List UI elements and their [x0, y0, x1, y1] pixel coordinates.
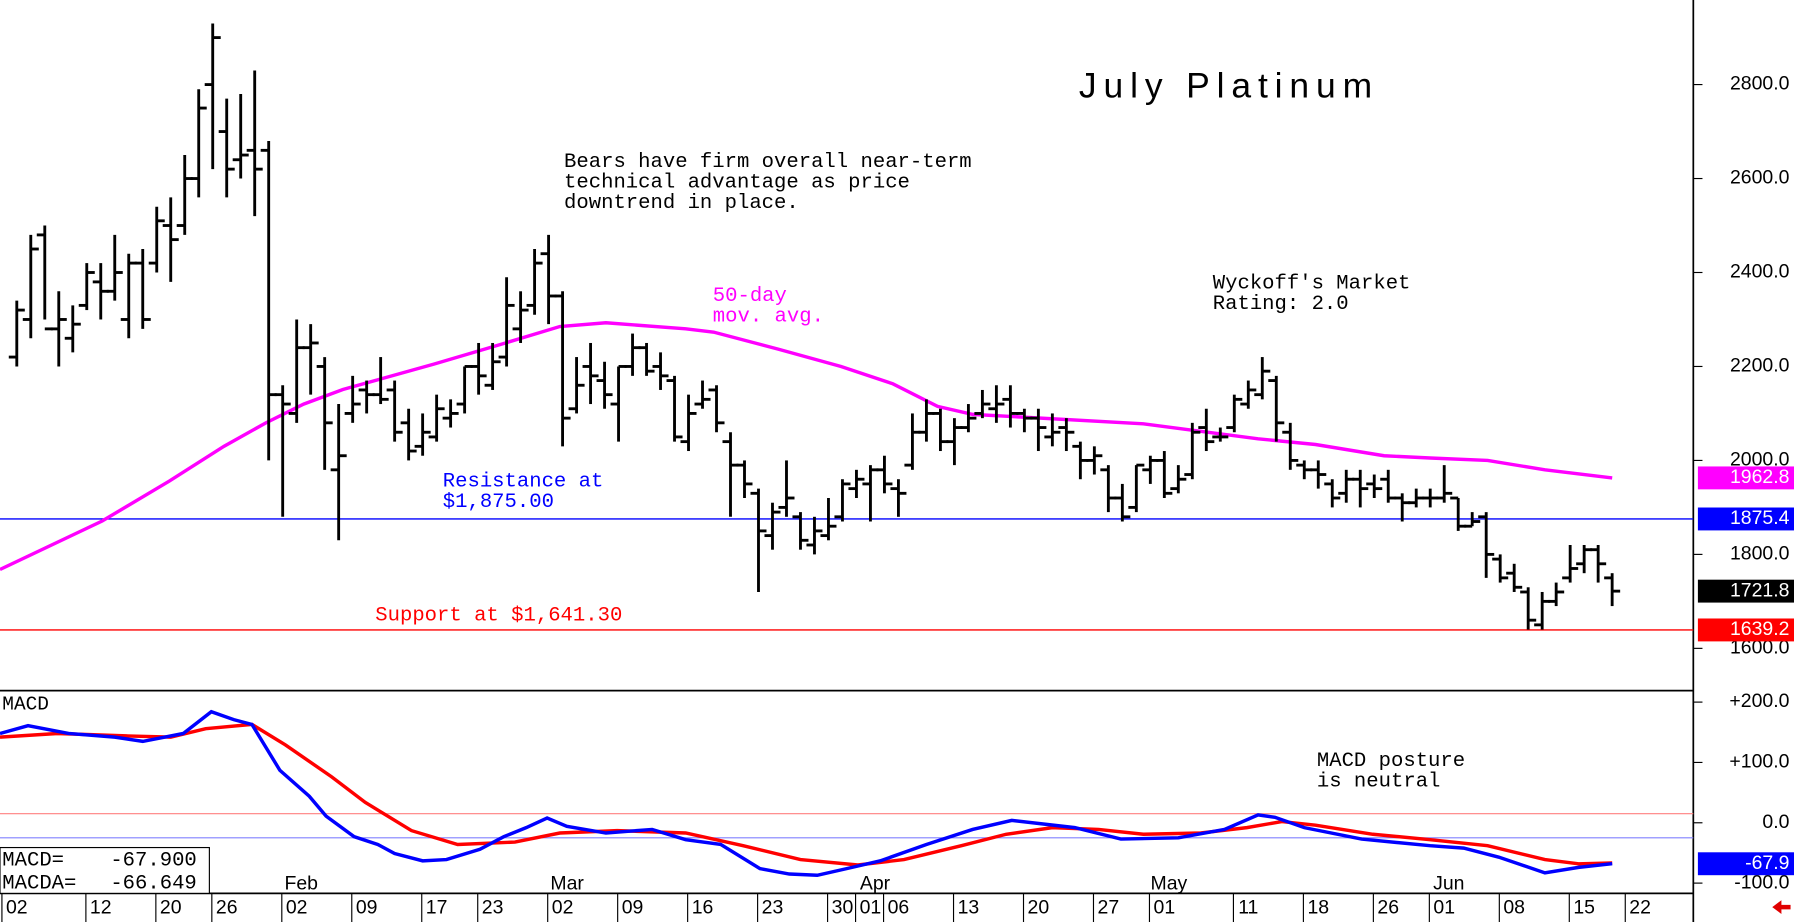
- value-box: [1697, 579, 1794, 603]
- legend-label: MACD=: [2, 850, 64, 873]
- x-tick-label: 08: [1503, 896, 1525, 918]
- x-tick-label: 02: [286, 896, 308, 918]
- annotation: MACD posture: [1317, 750, 1465, 773]
- value-box: [1697, 618, 1794, 642]
- month-label: Feb: [285, 872, 319, 894]
- x-tick-label: 26: [216, 896, 238, 918]
- macd-line: [0, 709, 1613, 877]
- y-tick-label: 2000.0: [1730, 449, 1790, 471]
- x-tick-label: 09: [356, 896, 378, 918]
- x-tick-label: 27: [1098, 896, 1120, 918]
- annotation: 50-day: [713, 285, 787, 308]
- x-tick-label: 01: [860, 896, 882, 918]
- month-label: Mar: [550, 872, 584, 894]
- legend-box: [0, 846, 210, 894]
- x-tick-label: 01: [1433, 896, 1455, 918]
- value-box-label: -67.9: [1745, 852, 1789, 874]
- legend-value: -67.900: [110, 850, 196, 873]
- annotation: mov. avg.: [713, 306, 824, 329]
- annotation: $1,875.00: [443, 491, 554, 514]
- x-tick-label: 30: [832, 896, 854, 918]
- value-box: [1697, 507, 1794, 531]
- y-tick-label: 2200.0: [1730, 355, 1790, 377]
- x-tick-label: 16: [692, 896, 714, 918]
- chart-title: July Platinum: [1079, 66, 1379, 106]
- x-tick-label: 26: [1377, 896, 1399, 918]
- x-tick-label: 13: [958, 896, 980, 918]
- x-tick-label: 22: [1629, 896, 1651, 918]
- x-tick-label: 11: [1238, 896, 1258, 918]
- annotation: Bears have firm overall near-term: [564, 151, 972, 174]
- y-tick-label: 1800.0: [1730, 543, 1790, 565]
- annotation: technical advantage as price: [564, 172, 910, 195]
- x-tick-label: 20: [1028, 896, 1050, 918]
- moving-average: [0, 321, 1613, 572]
- annotation: Resistance at: [443, 470, 604, 493]
- y-tick-label: 0.0: [1762, 811, 1789, 833]
- annotation: is neutral: [1317, 771, 1441, 794]
- y-tick-label: 1600.0: [1730, 636, 1790, 658]
- x-tick-label: 01: [1154, 896, 1176, 918]
- y-tick-label: +200.0: [1729, 690, 1789, 712]
- value-box-label: 1721.8: [1730, 579, 1789, 601]
- month-label: Jun: [1433, 872, 1464, 894]
- annotation: Rating: 2.0: [1213, 293, 1349, 316]
- legend-value: -66.649: [110, 872, 196, 895]
- x-tick-label: 06: [888, 896, 910, 918]
- legend-label: MACDA=: [2, 872, 76, 895]
- x-tick-label: 20: [160, 896, 182, 918]
- y-tick-label: -100.0: [1734, 871, 1789, 893]
- x-tick-label: 02: [6, 896, 28, 918]
- macd-line: [0, 722, 1613, 867]
- y-tick-label: 2800.0: [1730, 73, 1790, 95]
- month-label: Apr: [860, 872, 891, 894]
- x-tick-label: 23: [762, 896, 784, 918]
- x-tick-label: 23: [482, 896, 504, 918]
- y-tick-label: 2400.0: [1730, 261, 1790, 283]
- annotation: Support at $1,641.30: [375, 604, 622, 627]
- scroll-arrow: [1772, 900, 1791, 914]
- x-tick-label: 02: [552, 896, 574, 918]
- value-box: [1697, 466, 1794, 490]
- x-tick-label: 12: [90, 896, 112, 918]
- annotation: Wyckoff's Market: [1213, 272, 1411, 295]
- annotation: downtrend in place.: [564, 192, 799, 215]
- y-tick-label: 2600.0: [1730, 167, 1790, 189]
- x-tick-label: 09: [622, 896, 644, 918]
- value-box-label: 1962.8: [1730, 466, 1789, 488]
- x-tick-label: 18: [1307, 896, 1329, 918]
- x-tick-label: 15: [1573, 896, 1595, 918]
- month-label: May: [1151, 872, 1188, 894]
- value-box: [1697, 852, 1794, 876]
- value-box-label: 1875.4: [1730, 507, 1790, 529]
- x-tick-label: 17: [426, 896, 448, 918]
- y-tick-label: +100.0: [1729, 751, 1789, 773]
- value-box-label: 1639.2: [1730, 618, 1789, 640]
- panel-title: MACD: [2, 694, 49, 716]
